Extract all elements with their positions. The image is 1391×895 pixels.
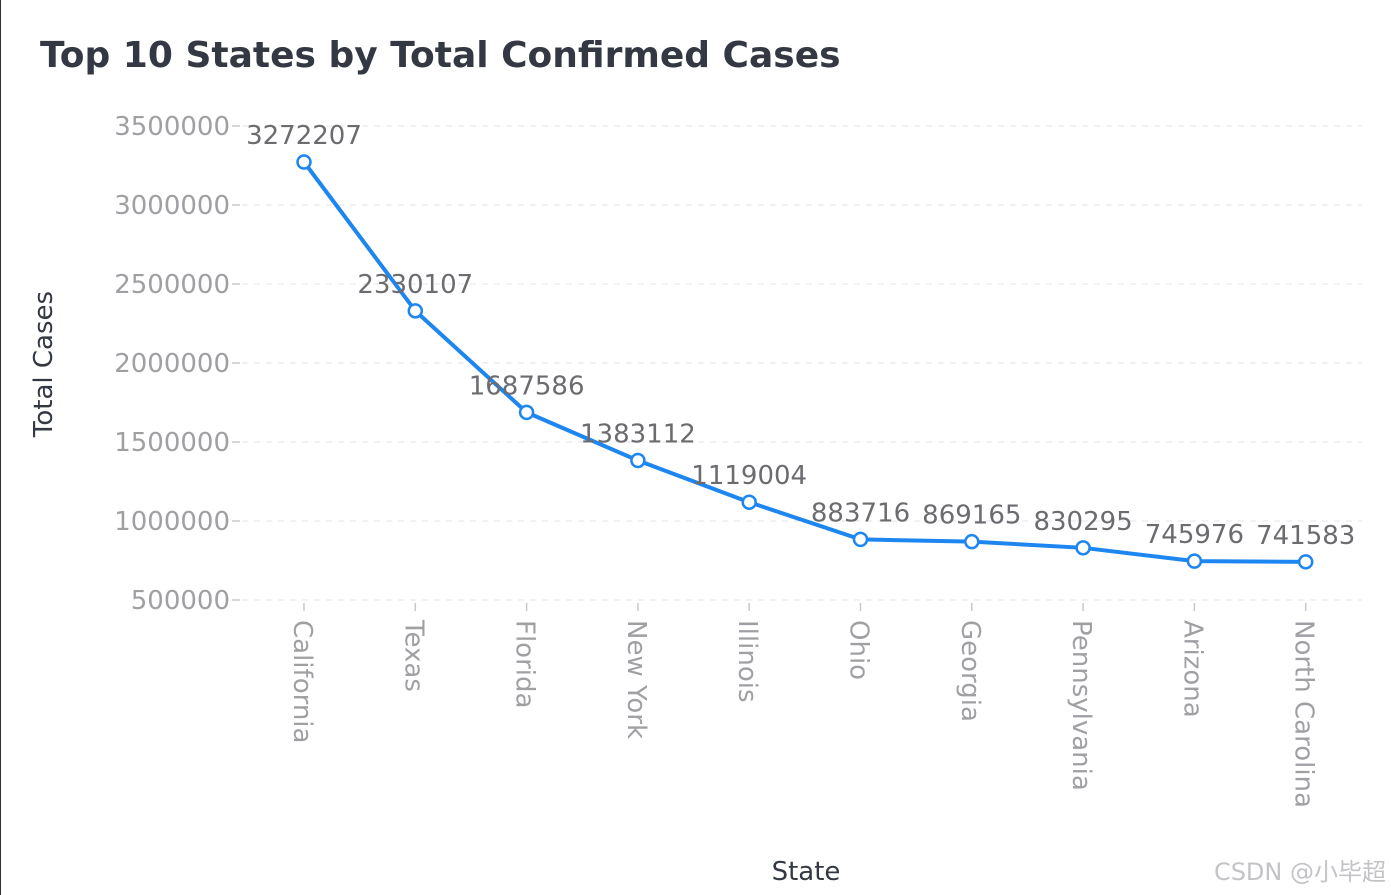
data-label: 830295	[1033, 507, 1132, 537]
x-tick-label: Illinois	[732, 620, 762, 703]
data-point	[296, 154, 312, 170]
data-point	[1186, 553, 1203, 569]
y-tick-label: 1000000	[114, 507, 230, 537]
data-point	[1075, 540, 1091, 556]
x-tick-label: California	[287, 620, 317, 743]
x-tick-label: New York	[621, 620, 651, 739]
data-label: 1687586	[469, 371, 585, 401]
data-label: 2330107	[357, 270, 473, 300]
data-label: 741583	[1256, 521, 1355, 551]
data-point	[741, 494, 757, 510]
data-label: 883716	[811, 498, 910, 528]
data-label: 1383112	[580, 419, 696, 449]
x-tick-label: Pennsylvania	[1066, 620, 1096, 791]
data-point	[630, 452, 646, 469]
data-label: 3272207	[246, 121, 362, 151]
series-line-group	[302, 159, 1308, 564]
data-point	[852, 531, 869, 548]
y-tick-label: 3500000	[114, 112, 230, 142]
series-line	[302, 159, 1308, 564]
left-border	[0, 0, 1, 895]
x-tick-label: Arizona	[1177, 620, 1207, 718]
x-tick-label: North Carolina	[1289, 620, 1319, 808]
x-tick-label: Ohio	[844, 620, 874, 680]
data-labels: 3272207 2330107 1687586 1383112 111900488371…	[246, 121, 1355, 551]
x-tick-label: Texas	[398, 619, 428, 692]
watermark: CSDN @小毕超	[1214, 858, 1386, 886]
x-tick-label: Georgia	[955, 620, 985, 722]
data-point	[1297, 554, 1314, 570]
x-axis-ticks: California Texas Florida New York Illinois Oh…	[287, 603, 1319, 808]
y-axis-ticks: 500000 1000000 1500000 2000000 2500000 300000…	[114, 112, 240, 616]
y-tick-label: 1500000	[114, 428, 230, 458]
y-tick-label: 500000	[131, 586, 230, 616]
data-point	[407, 303, 424, 319]
y-tick-label: 3000000	[114, 191, 230, 221]
data-label: 745976	[1145, 520, 1244, 550]
data-label: 1119004	[691, 461, 807, 491]
chart-title: Top 10 States by Total Confirmed Cases	[40, 35, 841, 76]
x-axis-label: State	[772, 857, 841, 887]
y-tick-label: 2000000	[114, 349, 230, 379]
x-tick-label: Florida	[510, 620, 540, 708]
y-tick-label: 2500000	[114, 270, 230, 300]
data-label: 869165	[922, 501, 1021, 531]
y-axis-label: Total Cases	[29, 291, 59, 438]
data-point	[964, 533, 980, 550]
data-points	[296, 154, 1314, 570]
data-point	[518, 404, 535, 421]
